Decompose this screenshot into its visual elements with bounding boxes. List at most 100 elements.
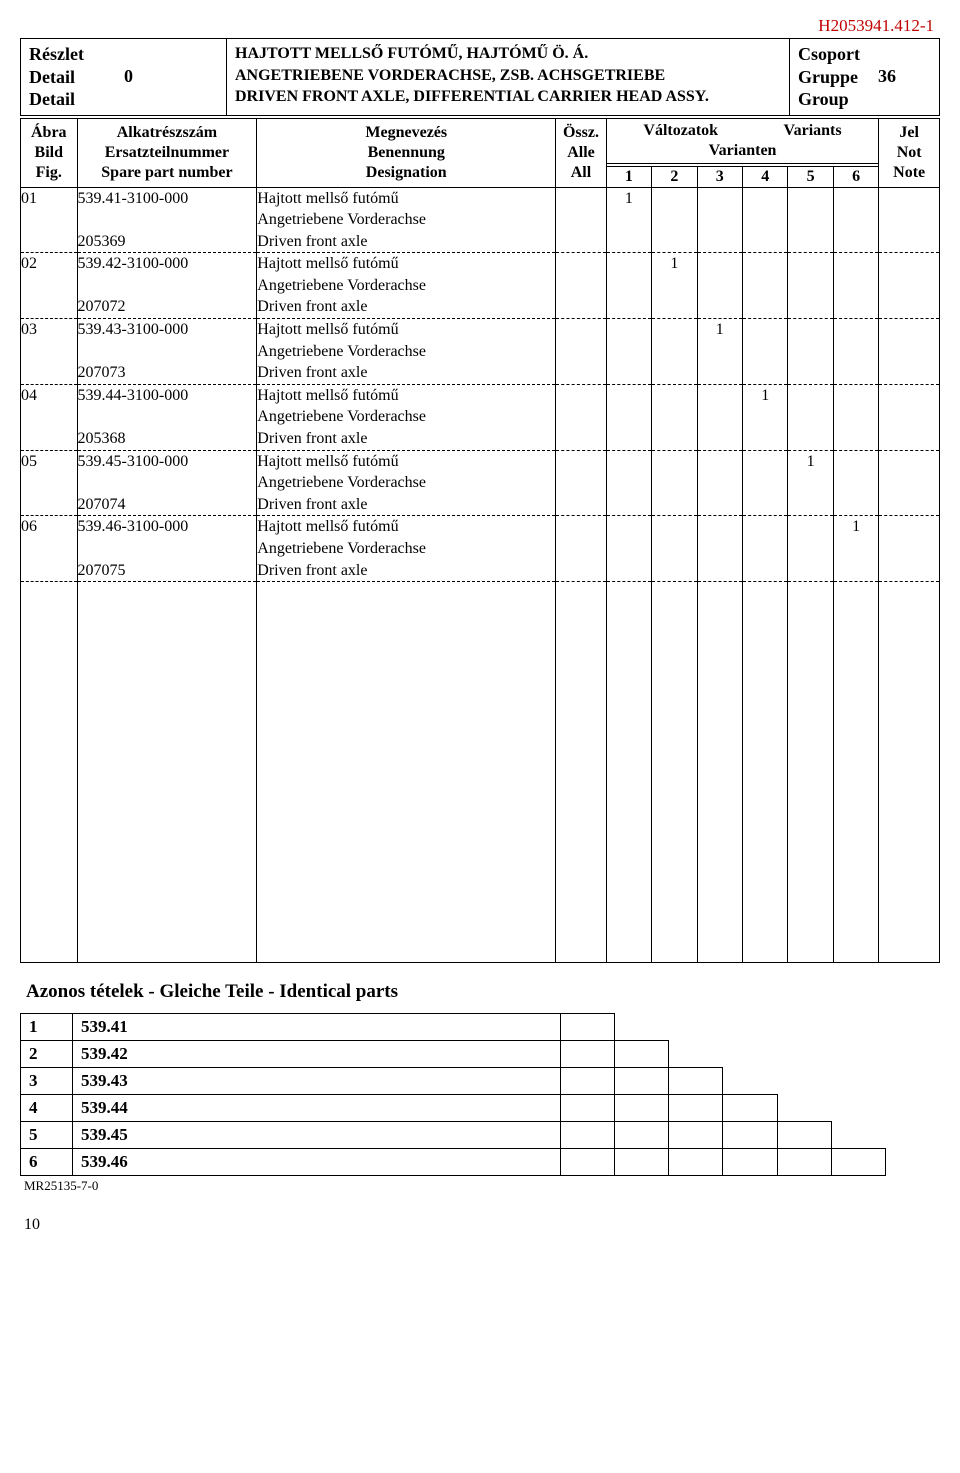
variant-cell: 1 [788, 450, 833, 515]
table-row: 06539.46-3100-000207075Hajtott mellső fu… [21, 516, 940, 581]
note-cell [879, 450, 940, 515]
step-cell [615, 1121, 669, 1148]
col-note-label: Note [885, 163, 933, 183]
step-cell [723, 1148, 777, 1175]
group-label: Csoport [798, 43, 860, 66]
page-number: 10 [24, 1216, 940, 1234]
step-cell [831, 1148, 885, 1175]
col-fig-label: Fig. [27, 163, 71, 183]
variant-cell [743, 450, 788, 515]
variant-num-header: 2 [652, 167, 697, 187]
step-cell [777, 1013, 831, 1040]
variant-cell [833, 319, 878, 384]
step-cell [561, 1040, 615, 1067]
designation-cell: Hajtott mellső futóműAngetriebene Vorder… [257, 319, 556, 384]
step-cell [615, 1094, 669, 1121]
step-cell [723, 1013, 777, 1040]
variant-cell [606, 450, 651, 515]
step-cell [615, 1067, 669, 1094]
col-fig-label: Bild [27, 143, 71, 163]
step-cell [669, 1013, 723, 1040]
part-number-cell: 539.45-3100-000207074 [77, 450, 257, 515]
variant-num-header: 1 [606, 167, 651, 187]
step-cell [561, 1094, 615, 1121]
note-cell [879, 319, 940, 384]
variant-num-header: 4 [743, 167, 788, 187]
identical-index: 4 [21, 1094, 73, 1121]
detail-label: Részlet [29, 43, 84, 66]
step-cell [723, 1040, 777, 1067]
step-cell [777, 1148, 831, 1175]
col-all-label: Össz. [562, 123, 599, 143]
step-cell [777, 1094, 831, 1121]
col-part-label: Spare part number [84, 163, 251, 183]
all-cell [556, 187, 606, 252]
footer-code: MR25135-7-0 [24, 1178, 940, 1194]
identical-index: 3 [21, 1067, 73, 1094]
variant-cell [788, 516, 833, 581]
variant-cell [833, 187, 878, 252]
identical-value: 539.42 [73, 1040, 561, 1067]
fig-cell: 05 [21, 450, 78, 515]
variant-cell [652, 319, 697, 384]
all-cell [556, 450, 606, 515]
step-cell [669, 1121, 723, 1148]
identical-index: 5 [21, 1121, 73, 1148]
part-number-cell: 539.41-3100-000205369 [77, 187, 257, 252]
variant-cell [606, 253, 651, 318]
variant-cell [697, 253, 742, 318]
group-number: 36 [878, 66, 896, 87]
step-cell [831, 1040, 885, 1067]
table-row: 04539.44-3100-000205368Hajtott mellső fu… [21, 384, 940, 449]
all-cell [556, 384, 606, 449]
detail-label: Detail [29, 88, 84, 111]
identical-parts-title: Azonos tételek - Gleiche Teile - Identic… [26, 981, 940, 1003]
header-box: Részlet Detail Detail 0 HAJTOTT MELLSŐ F… [20, 38, 940, 116]
note-cell [879, 516, 940, 581]
note-cell [879, 253, 940, 318]
col-note-label: Not [885, 143, 933, 163]
variant-cell [788, 253, 833, 318]
identical-index: 6 [21, 1148, 73, 1175]
identical-row: 6539.46 [21, 1148, 940, 1175]
identical-row: 4539.44 [21, 1094, 940, 1121]
designation-cell: Hajtott mellső futóműAngetriebene Vorder… [257, 450, 556, 515]
col-all-label: All [562, 163, 599, 183]
group-label: Group [798, 88, 860, 111]
designation-cell: Hajtott mellső futóműAngetriebene Vorder… [257, 253, 556, 318]
col-note-label: Jel [885, 123, 933, 143]
variant-cell [833, 450, 878, 515]
variant-cell [697, 516, 742, 581]
variant-cell [652, 516, 697, 581]
identical-row: 2539.42 [21, 1040, 940, 1067]
detail-label: Detail [29, 66, 84, 89]
variant-cell: 1 [652, 253, 697, 318]
variant-num-header: 3 [697, 167, 742, 187]
title-line: DRIVEN FRONT AXLE, DIFFERENTIAL CARRIER … [235, 86, 781, 108]
variant-cell [652, 187, 697, 252]
col-part-label: Alkatrészszám [84, 123, 251, 143]
designation-cell: Hajtott mellső futóműAngetriebene Vorder… [257, 384, 556, 449]
all-cell [556, 516, 606, 581]
variant-cell: 1 [743, 384, 788, 449]
col-fig-label: Ábra [27, 123, 71, 143]
group-label: Gruppe [798, 66, 860, 89]
identical-index: 2 [21, 1040, 73, 1067]
variant-cell [697, 450, 742, 515]
designation-cell: Hajtott mellső futóműAngetriebene Vorder… [257, 187, 556, 252]
fig-cell: 02 [21, 253, 78, 318]
identical-value: 539.44 [73, 1094, 561, 1121]
part-number-cell: 539.44-3100-000205368 [77, 384, 257, 449]
step-cell [615, 1013, 669, 1040]
variant-cell: 1 [697, 319, 742, 384]
note-cell [879, 384, 940, 449]
variant-cell [788, 187, 833, 252]
identical-value: 539.46 [73, 1148, 561, 1175]
variant-cell [743, 187, 788, 252]
variants-label: Variants [784, 121, 842, 141]
step-cell [777, 1121, 831, 1148]
all-cell [556, 253, 606, 318]
step-cell [723, 1067, 777, 1094]
step-cell [669, 1067, 723, 1094]
variant-cell [652, 450, 697, 515]
